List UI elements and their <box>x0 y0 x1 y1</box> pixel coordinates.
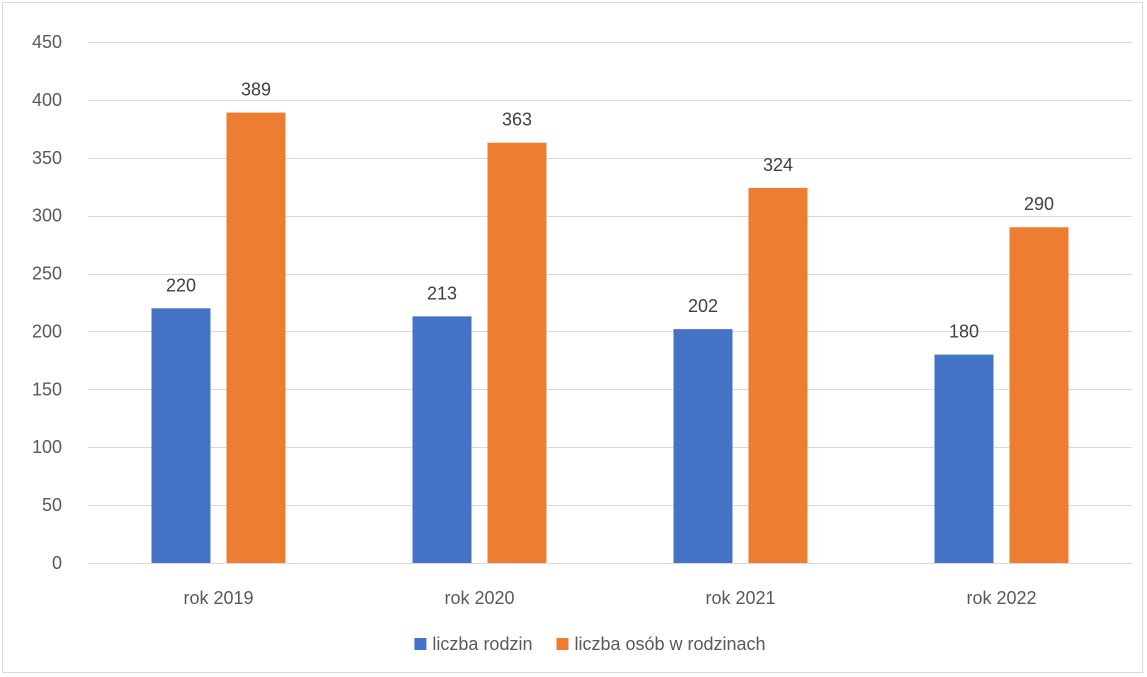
data-label: 220 <box>166 275 196 295</box>
y-tick-label: 250 <box>32 264 62 284</box>
bar-families <box>934 354 994 563</box>
legend-label-persons: liczba osób w rodzinach <box>574 634 765 654</box>
y-tick-label: 350 <box>32 148 62 168</box>
y-tick-label: 0 <box>52 553 62 573</box>
y-tick-label: 100 <box>32 437 62 457</box>
bar-families <box>412 316 472 563</box>
bar-persons <box>226 112 286 563</box>
legend: liczba rodzin liczba osób w rodzinach <box>414 634 766 654</box>
data-label: 290 <box>1024 194 1054 214</box>
x-category-label: rok 2022 <box>966 588 1036 608</box>
data-label: 324 <box>763 155 793 175</box>
y-tick-label: 300 <box>32 206 62 226</box>
data-label: 202 <box>688 296 718 316</box>
y-tick-label: 150 <box>32 379 62 399</box>
bar-families <box>673 329 733 563</box>
legend-label-families: liczba rodzin <box>432 634 532 654</box>
bar-families <box>151 308 211 563</box>
bar-persons <box>1009 227 1069 563</box>
data-label: 180 <box>949 322 979 342</box>
x-category-label: rok 2019 <box>183 588 253 608</box>
y-tick-label: 50 <box>42 495 62 515</box>
bar-persons <box>487 142 547 563</box>
legend-swatch-persons <box>556 638 569 650</box>
data-label: 213 <box>427 283 457 303</box>
x-category-label: rok 2021 <box>705 588 775 608</box>
y-tick-label: 400 <box>32 90 62 110</box>
bar-persons <box>748 187 808 563</box>
x-axis-category-labels: rok 2019 rok 2020 rok 2021 rok 2022 <box>183 588 1036 608</box>
y-tick-label: 450 <box>32 32 62 52</box>
legend-swatch-families <box>414 638 427 650</box>
y-tick-label: 200 <box>32 321 62 341</box>
bars <box>151 112 1069 563</box>
data-label: 389 <box>241 80 271 100</box>
y-axis-tick-labels: 0 50 100 150 200 250 300 350 400 450 <box>32 32 62 573</box>
x-category-label: rok 2020 <box>444 588 514 608</box>
data-labels: 220 389 213 363 202 324 180 290 <box>166 80 1054 342</box>
data-label: 363 <box>502 110 532 130</box>
